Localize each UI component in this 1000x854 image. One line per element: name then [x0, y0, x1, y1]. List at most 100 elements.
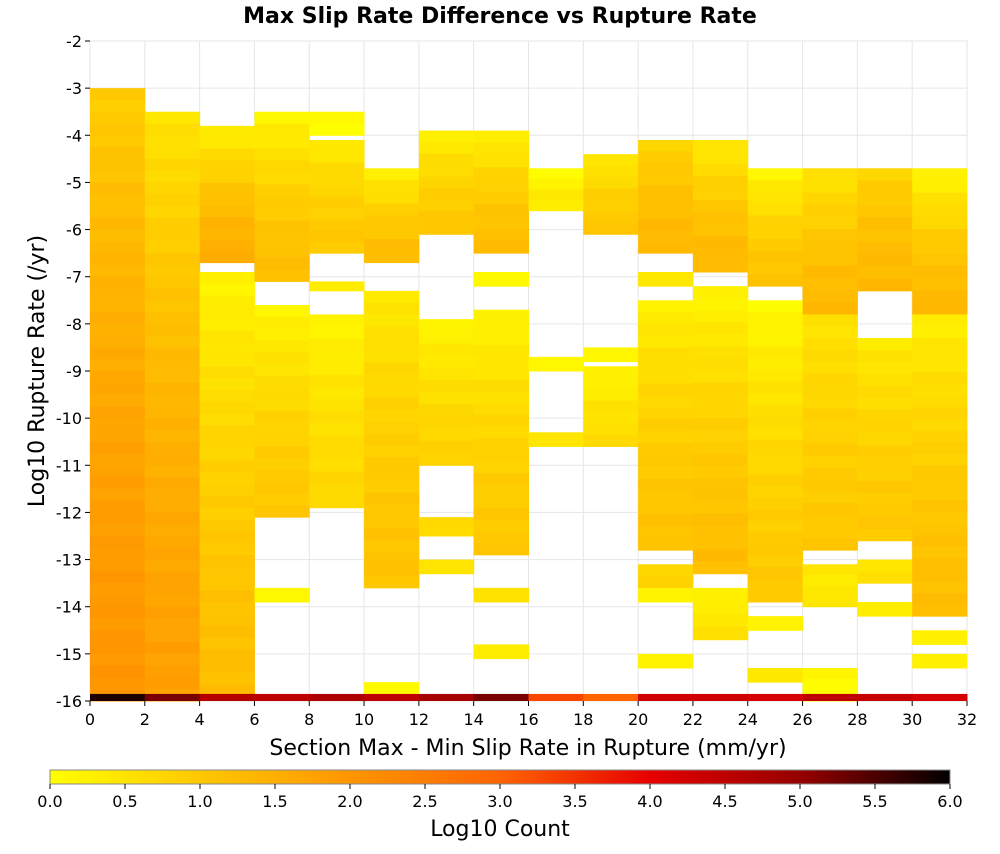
heatmap-cell	[473, 449, 529, 462]
heatmap-cell	[254, 328, 310, 341]
x-axis-label: Section Max - Min Slip Rate in Rupture (…	[269, 736, 786, 761]
heatmap-cell	[692, 310, 749, 323]
heatmap-cell	[857, 373, 913, 387]
heatmap-cell	[473, 344, 529, 357]
heatmap-cell	[912, 546, 968, 559]
heatmap-cell	[309, 374, 365, 388]
heatmap-cell	[144, 371, 201, 384]
heatmap-cell	[692, 298, 749, 311]
heatmap-cell	[857, 180, 913, 194]
colorbar-tick-label: 4.5	[712, 792, 737, 811]
heatmap-cell	[638, 490, 694, 504]
heatmap-cell	[364, 575, 420, 589]
heatmap-cell	[199, 330, 255, 344]
heatmap-cell	[418, 343, 475, 357]
heatmap-cell	[364, 445, 420, 458]
heatmap-cell	[802, 217, 858, 230]
heatmap-cell	[144, 583, 201, 596]
heatmap-cell	[364, 227, 420, 240]
heatmap-cell	[90, 665, 146, 678]
heatmap-cell	[364, 203, 420, 216]
heatmap-cell	[802, 229, 858, 242]
heatmap-cell	[199, 590, 255, 603]
heatmap-cell	[692, 224, 749, 237]
heatmap-cell	[418, 130, 475, 143]
heatmap-cell	[199, 448, 255, 462]
heatmap-cell	[473, 272, 529, 287]
heatmap-cell	[692, 152, 749, 165]
heatmap-cell	[309, 350, 365, 364]
heatmap-cell	[638, 407, 694, 420]
heatmap-cell	[638, 576, 694, 589]
heatmap-cell	[802, 491, 858, 504]
heatmap-cell	[692, 453, 749, 467]
y-tick-label: -15	[56, 645, 82, 664]
colorbar-tick-label: 0.0	[37, 792, 62, 811]
heatmap-cell	[692, 393, 749, 407]
heatmap-cell	[912, 337, 968, 350]
x-tick-label: 0	[85, 710, 95, 729]
heatmap-cell	[473, 473, 529, 486]
heatmap-cell	[912, 604, 968, 617]
y-tick-label: -3	[66, 79, 82, 98]
heatmap-cell-bottom	[199, 693, 255, 701]
heatmap-cell	[364, 433, 420, 446]
chart-title: Max Slip Rate Difference vs Rupture Rate	[243, 4, 757, 29]
heatmap-cell-bottom	[583, 693, 639, 701]
heatmap-cell	[418, 153, 475, 166]
heatmap-cell	[583, 434, 639, 447]
heatmap-cell	[309, 338, 365, 352]
heatmap-cell	[583, 366, 639, 379]
heatmap-cell	[364, 290, 420, 304]
heatmap-cell	[418, 440, 475, 454]
heatmap-cell	[912, 360, 968, 373]
colorbar-tick-label: 1.5	[262, 792, 287, 811]
heatmap-cell	[857, 205, 913, 218]
heatmap-cell	[857, 445, 913, 458]
heatmap-cell	[638, 140, 694, 152]
heatmap-cell	[364, 552, 420, 565]
heatmap-cell	[90, 359, 146, 372]
heatmap-cell	[144, 170, 201, 183]
heatmap-cell	[473, 356, 529, 369]
heatmap-cell	[857, 361, 913, 375]
heatmap-cell	[90, 465, 146, 478]
heatmap-cell	[692, 200, 749, 213]
heatmap-cell-bottom	[638, 693, 694, 701]
heatmap-cell	[692, 140, 749, 153]
heatmap-cell	[747, 203, 804, 216]
heatmap-cell	[473, 484, 529, 497]
heatmap-cell	[747, 555, 804, 568]
heatmap-cell	[90, 253, 146, 266]
heatmap-cell	[692, 477, 749, 491]
heatmap-cell	[912, 326, 968, 339]
heatmap-cell	[364, 326, 420, 339]
heatmap-cell-bottom	[309, 693, 365, 701]
heatmap-cell	[144, 382, 201, 396]
heatmap-cell	[638, 185, 694, 198]
heatmap-cell	[364, 362, 420, 375]
heatmap-cell	[90, 677, 146, 690]
heatmap-cell	[638, 526, 694, 539]
heatmap-cell	[144, 606, 201, 619]
heatmap-cell	[144, 241, 201, 254]
heatmap-cell	[638, 151, 694, 164]
heatmap-cell	[912, 384, 968, 397]
y-tick-label: -5	[66, 173, 82, 192]
heatmap-cell	[254, 375, 310, 388]
x-tick-label: 24	[738, 710, 758, 729]
y-tick-label: -13	[56, 551, 82, 570]
heatmap-cell	[638, 653, 694, 669]
y-tick-label: -2	[66, 32, 82, 51]
heatmap-cell	[747, 427, 804, 441]
heatmap-cell	[254, 505, 310, 518]
heatmap-cell	[583, 177, 639, 189]
heatmap-cell	[802, 564, 858, 576]
heatmap-cell	[747, 191, 804, 205]
heatmap-cell	[473, 142, 529, 156]
heatmap-cell	[747, 578, 804, 591]
heatmap-cell	[638, 466, 694, 480]
heatmap-cell	[144, 594, 201, 608]
heatmap-cell	[254, 340, 310, 353]
heatmap-cell	[364, 314, 420, 327]
